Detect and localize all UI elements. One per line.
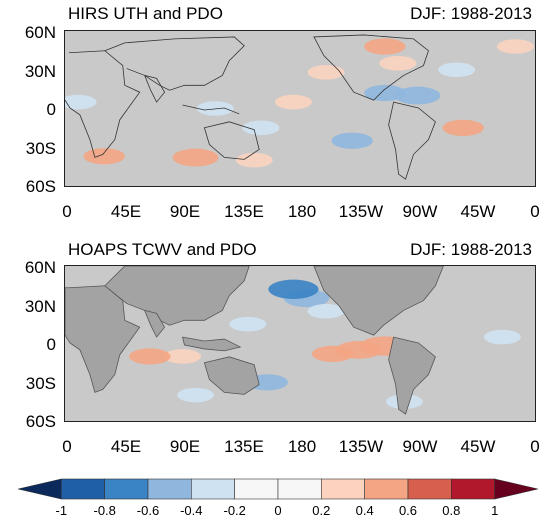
colorbar-segment-7 <box>321 478 365 500</box>
panel-2-land-indonesia <box>181 336 242 352</box>
panel-1-coast-india <box>144 74 166 103</box>
panel-1-anomaly-14 <box>438 62 476 78</box>
colorbar-tick-label: -0.6 <box>136 503 160 518</box>
panel-1-anomaly-15 <box>65 94 97 110</box>
panel-2-xtick-0-end: 0 <box>530 437 540 456</box>
panel-2-ytick-30s: 30S <box>25 374 56 393</box>
panel-2-map <box>64 265 536 422</box>
colorbar-tick-label: -0.2 <box>223 503 246 518</box>
panel-2-anomaly-8 <box>163 349 202 364</box>
panel-1-ytick-60s: 60S <box>25 177 56 196</box>
panel-2-anomaly-10 <box>229 316 267 332</box>
panel-1-ytick-30s: 30S <box>25 139 56 158</box>
colorbar-tick-label: 0 <box>274 503 282 518</box>
panel-1-anomaly-3 <box>307 65 345 80</box>
panel-1-xtick-0-end: 0 <box>530 202 540 221</box>
panel-2-period: DJF: 1988-2013 <box>410 240 532 259</box>
panel-1-xtick-90w: 90W <box>402 202 438 221</box>
panel-1-coast-south-america <box>388 101 436 180</box>
panel-2-ytick-30n: 30N <box>24 297 56 316</box>
colorbar-tick-label: 0.8 <box>442 503 461 518</box>
colorbar-segment-6 <box>277 478 322 500</box>
panel-2-xtick-90e: 90E <box>169 437 201 456</box>
panel-1-xtick-0: 0 <box>62 202 72 221</box>
colorbar <box>18 478 538 500</box>
panel-1-xtick-90e: 90E <box>169 202 201 221</box>
panel-2-land-south-america <box>388 336 436 415</box>
colorbar-tick-label: -0.4 <box>180 503 203 518</box>
panel-1-anomaly-0 <box>83 148 125 165</box>
panel-2-anomaly-5 <box>311 345 354 362</box>
colorbar-tick-label: -1 <box>55 503 68 518</box>
panel-2-xtick-90w: 90W <box>402 437 438 456</box>
colorbar-segment-0 <box>18 478 62 500</box>
panel-1-coast-australia <box>203 121 260 160</box>
colorbar-tick-label: 0.6 <box>398 503 418 518</box>
panel-1-anomaly-11 <box>196 101 234 116</box>
colorbar-segment-5 <box>234 478 279 500</box>
colorbar-segment-4 <box>191 478 235 500</box>
panel-2-xtick-135e: 135E <box>224 437 264 456</box>
panel-1-anomaly-2 <box>235 152 273 168</box>
panel-2-xtick-180: 180 <box>287 437 317 456</box>
panel-2-land <box>65 266 444 415</box>
panel-2-title: HOAPS TCWV and PDO <box>68 240 257 259</box>
panel-1-anomaly-4 <box>364 38 406 55</box>
panel-1-anomaly-6 <box>442 119 484 136</box>
panel-1-anomaly-1 <box>172 148 219 167</box>
panel-1-map <box>64 30 536 187</box>
panel-2-land-india <box>144 309 166 338</box>
colorbar-tick-label: 1 <box>491 503 499 518</box>
panel-2-xtick-45w: 45W <box>460 437 496 456</box>
panel-2-anomaly-2 <box>307 303 345 319</box>
colorbar-segment-10 <box>451 478 495 500</box>
panel-2-xtick-135w: 135W <box>338 437 384 456</box>
panel-1-anomaly-12 <box>331 132 373 149</box>
panel-1-coast-indonesia <box>182 104 240 115</box>
panel-2-ytick-0: 0 <box>46 335 56 354</box>
panel-1-period: DJF: 1988-2013 <box>410 4 532 23</box>
panel-2-land-north-america <box>313 266 444 336</box>
colorbar-segment-1 <box>61 478 105 500</box>
panel-1-coastlines <box>65 34 436 180</box>
colorbar-tick-label: 0.2 <box>312 503 331 518</box>
panel-2-ytick-60n: 60N <box>24 258 56 277</box>
colorbar-segment-11 <box>494 478 538 500</box>
colorbar-segment-3 <box>147 478 192 500</box>
colorbar-segment-2 <box>104 478 149 500</box>
colorbar-tick-label: 0.4 <box>355 503 374 518</box>
panel-2-xtick-0: 0 <box>62 437 72 456</box>
panel-2-xtick-45e: 45E <box>110 437 142 456</box>
panel-1-anomaly-7 <box>496 39 534 54</box>
colorbar-tick-label: -0.8 <box>93 503 116 518</box>
colorbar-segment-8 <box>364 478 409 500</box>
panel-1-xtick-45w: 45W <box>460 202 496 221</box>
panel-1-anomaly-layer <box>65 38 534 168</box>
panel-2-anomaly-9 <box>129 348 171 365</box>
panel-2-ytick-60s: 60S <box>25 412 56 431</box>
panel-1-anomaly-9 <box>394 86 441 105</box>
colorbar-segment-9 <box>407 478 452 500</box>
panel-2-anomaly-12 <box>177 387 215 403</box>
panel-2-anomaly-1 <box>268 279 319 299</box>
panel-1-ytick-60n: 60N <box>24 23 56 42</box>
panel-2-land-africa <box>65 285 141 393</box>
panel-1-coast-eurasia <box>104 36 245 91</box>
panel-1-xtick-135e: 135E <box>224 202 264 221</box>
panel-1-ytick-0: 0 <box>46 100 56 119</box>
panel-1-anomaly-13 <box>242 120 280 136</box>
panel-1-xtick-180: 180 <box>287 202 317 221</box>
panel-1-anomaly-10 <box>364 84 406 102</box>
panel-1-anomaly-8 <box>274 94 312 110</box>
panel-2-anomaly-11 <box>483 329 521 345</box>
panel-1-xtick-135w: 135W <box>338 202 384 221</box>
panel-1-ytick-30n: 30N <box>24 62 56 81</box>
panel-2-land-australia <box>203 356 260 395</box>
panel-1-title: HIRS UTH and PDO <box>68 4 223 23</box>
panel-1-xtick-45e: 45E <box>110 202 142 221</box>
panel-1-anomaly-5 <box>379 55 417 71</box>
panel-1-coast-north-america <box>313 34 429 101</box>
panel-1-coast-africa <box>65 50 141 158</box>
